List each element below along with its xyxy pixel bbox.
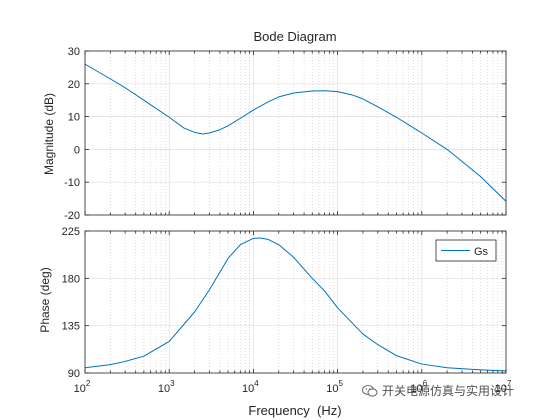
phase-ytick-label: 180 bbox=[62, 273, 80, 285]
phase-ytick-label: 135 bbox=[62, 321, 80, 333]
magnitude-ytick-label: 0 bbox=[74, 144, 80, 156]
phase-axes-box bbox=[84, 230, 507, 374]
watermark: 开关电源仿真与实用设计 bbox=[362, 382, 514, 399]
magnitude-series bbox=[84, 63, 507, 202]
xtick-label: 104 bbox=[242, 379, 259, 395]
magnitude-ytick-label: 20 bbox=[68, 79, 80, 91]
phase-ylabel: Phase (deg) bbox=[38, 267, 52, 332]
xtick-label: 105 bbox=[326, 379, 343, 395]
legend[interactable]: Gs bbox=[435, 239, 497, 262]
magnitude-series-line bbox=[84, 63, 507, 202]
phase-series-line bbox=[84, 237, 507, 372]
magnitude-ytick-label: 10 bbox=[68, 112, 80, 124]
magnitude-axes-box bbox=[84, 50, 507, 216]
magnitude-ylabel: Magnitude (dB) bbox=[42, 93, 56, 175]
magnitude-ytick-label: 30 bbox=[68, 46, 80, 58]
xtick-label: 102 bbox=[74, 379, 91, 395]
magnitude-ytick-label: -20 bbox=[64, 210, 80, 222]
wechat-icon bbox=[362, 384, 378, 397]
phase-ytick-label: 225 bbox=[62, 226, 80, 238]
phase-series bbox=[84, 237, 507, 372]
magnitude-grid bbox=[84, 50, 507, 216]
xtick-label: 103 bbox=[158, 379, 175, 395]
watermark-text: 开关电源仿真与实用设计 bbox=[382, 384, 515, 398]
phase-ytick-label: 90 bbox=[68, 368, 80, 380]
axes bbox=[84, 50, 507, 374]
x-axis-label: Frequency (Hz) bbox=[248, 403, 341, 418]
magnitude-ytick-label: -10 bbox=[64, 177, 80, 189]
legend-label-gs: Gs bbox=[474, 246, 489, 258]
chart-title: Bode Diagram bbox=[253, 29, 336, 44]
